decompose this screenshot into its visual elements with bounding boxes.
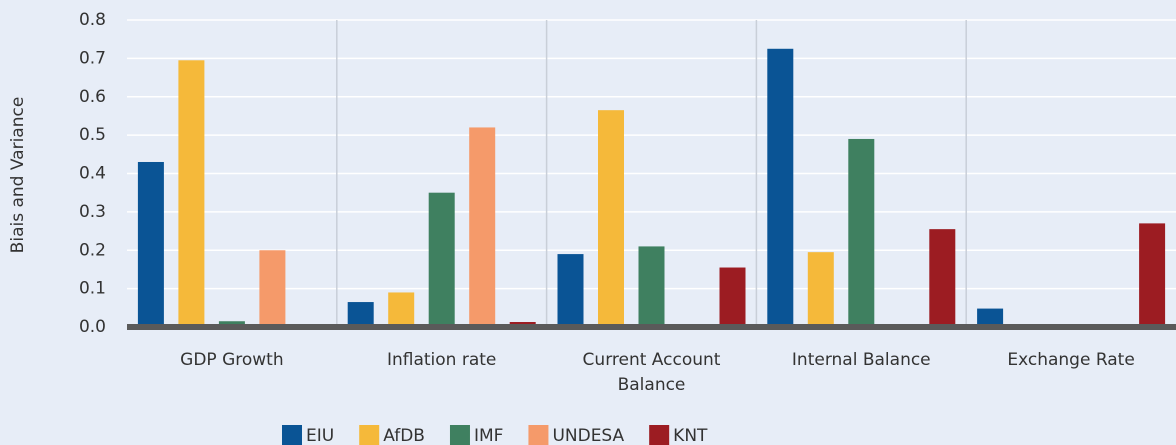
x-tick-label: Inflation rate — [386, 350, 497, 370]
legend-label: UNDESA — [552, 426, 624, 445]
legend-swatch — [282, 425, 302, 445]
legend-swatch — [449, 425, 470, 445]
y-tick-label: 0.2 — [79, 240, 106, 260]
x-tick-label: Current Account Balance — [582, 350, 721, 395]
bar — [848, 138, 875, 327]
y-tick-label: 0.8 — [79, 10, 106, 30]
bar — [178, 60, 205, 327]
y-axis-label: Biais and Variance — [8, 97, 28, 254]
legend-label: AfDB — [383, 426, 425, 445]
x-tick-label: GDP Growth — [180, 350, 284, 370]
bar — [137, 161, 164, 327]
legend-label: EIU — [306, 426, 334, 445]
x-tick-label: Internal Balance — [791, 350, 931, 370]
x-tick-label: Exchange Rate — [1007, 350, 1135, 370]
legend-swatch — [528, 425, 549, 445]
bar — [977, 308, 1004, 327]
y-tick-label: 0.0 — [79, 317, 106, 337]
bar — [469, 127, 496, 327]
bar — [259, 250, 286, 327]
legend-swatch — [649, 425, 670, 445]
legend-swatch — [359, 425, 380, 445]
bar — [767, 48, 794, 327]
bar — [807, 252, 834, 327]
bar — [388, 292, 415, 327]
legend-label: KNT — [673, 426, 708, 445]
bar — [929, 229, 956, 327]
bar — [347, 302, 374, 327]
bar — [557, 254, 584, 327]
y-tick-label: 0.1 — [79, 279, 106, 299]
bar — [719, 267, 746, 327]
y-tick-label: 0.6 — [79, 87, 106, 107]
bar — [598, 110, 624, 328]
bar — [428, 192, 455, 327]
bar — [638, 246, 665, 327]
bar — [1139, 223, 1166, 327]
y-tick-label: 0.4 — [79, 164, 106, 184]
y-tick-label: 0.3 — [79, 202, 106, 222]
y-tick-label: 0.7 — [79, 48, 106, 68]
legend-label: IMF — [474, 426, 503, 445]
y-tick-label: 0.5 — [79, 125, 106, 145]
